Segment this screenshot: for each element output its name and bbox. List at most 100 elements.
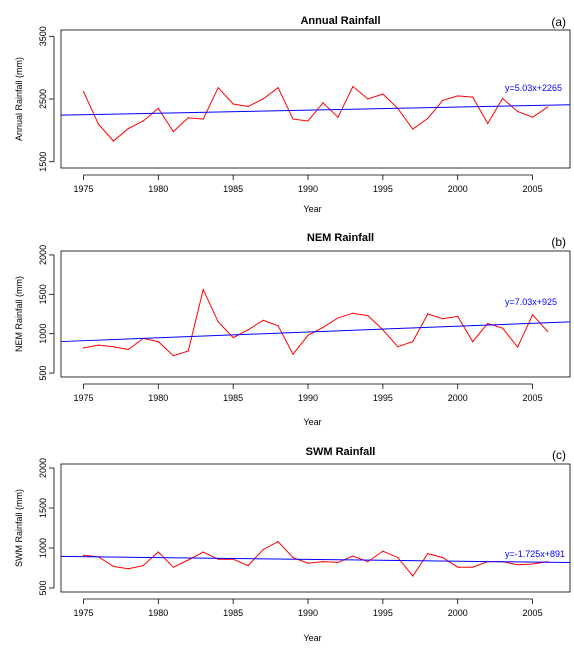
data-point bbox=[157, 340, 159, 343]
data-point bbox=[142, 565, 144, 567]
data-point bbox=[307, 120, 309, 122]
data-point bbox=[232, 103, 234, 105]
x-tick-label: 2005 bbox=[523, 608, 543, 618]
data-point bbox=[322, 102, 324, 104]
panel-letter: (b) bbox=[551, 235, 566, 249]
data-point bbox=[307, 334, 309, 336]
data-point bbox=[457, 315, 459, 317]
x-tick-label: 1985 bbox=[223, 608, 243, 618]
x-tick-label: 1995 bbox=[373, 184, 393, 194]
data-point bbox=[352, 312, 354, 314]
data-point bbox=[531, 314, 534, 316]
data-point bbox=[247, 105, 249, 108]
data-point bbox=[292, 557, 294, 559]
data-point bbox=[442, 99, 444, 101]
trend-line bbox=[60, 321, 571, 343]
x-axis-label: Year bbox=[303, 417, 321, 427]
data-point bbox=[97, 344, 100, 346]
y-tick-label: 1500 bbox=[38, 498, 48, 518]
data-point bbox=[187, 559, 189, 561]
y-tick-label: 2000 bbox=[38, 458, 48, 478]
y-tick-label: 1000 bbox=[38, 324, 48, 344]
data-point bbox=[367, 561, 369, 563]
panel-letter: (a) bbox=[551, 15, 566, 29]
trend-line bbox=[60, 555, 571, 564]
data-point bbox=[352, 85, 354, 88]
data-point bbox=[127, 568, 129, 570]
data-point bbox=[202, 288, 204, 291]
data-point bbox=[457, 566, 459, 568]
data-point bbox=[322, 561, 324, 563]
data-point bbox=[352, 555, 354, 557]
data-point bbox=[82, 554, 85, 556]
panel-title: NEM Rainfall bbox=[307, 232, 374, 244]
data-point bbox=[277, 541, 279, 543]
panel-2: 1975 1980 1985 1990 1995 2000 2005 500 1000 1500 2… bbox=[14, 446, 571, 643]
y-axis-label: NEM Rainfall (mm) bbox=[14, 276, 24, 352]
data-point bbox=[187, 117, 189, 119]
x-axis-label: Year bbox=[303, 204, 321, 214]
panel-0: 1975 1980 1985 1990 1995 2000 2005 1500 2500 3500… bbox=[14, 15, 571, 214]
data-point bbox=[546, 106, 549, 108]
data-point bbox=[247, 329, 249, 331]
x-tick-label: 2000 bbox=[448, 393, 468, 403]
data-point bbox=[397, 557, 399, 559]
data-point bbox=[531, 116, 534, 118]
data-point bbox=[97, 123, 100, 125]
y-tick-label: 1500 bbox=[38, 152, 48, 172]
x-tick-label: 1990 bbox=[298, 608, 318, 618]
x-tick-label: 1975 bbox=[73, 608, 93, 618]
data-point bbox=[517, 346, 519, 348]
data-point bbox=[487, 122, 489, 125]
x-tick-label: 2000 bbox=[448, 184, 468, 194]
trend-equation: y=7.03x+925 bbox=[505, 297, 557, 307]
data-point bbox=[127, 348, 129, 351]
data-point bbox=[277, 87, 279, 89]
data-point bbox=[337, 561, 339, 564]
data-point bbox=[427, 553, 429, 555]
x-tick-label: 1975 bbox=[73, 184, 93, 194]
y-tick-label: 1500 bbox=[38, 284, 48, 304]
y-tick-label: 2500 bbox=[38, 89, 48, 109]
data-point bbox=[217, 558, 219, 560]
x-tick-label: 1980 bbox=[148, 184, 168, 194]
data-point bbox=[397, 346, 399, 348]
rainfall-series-line bbox=[83, 85, 548, 142]
data-point bbox=[367, 314, 369, 317]
data-point bbox=[157, 551, 159, 553]
data-point bbox=[442, 318, 444, 320]
data-point bbox=[412, 340, 414, 343]
data-point bbox=[112, 140, 114, 142]
data-point bbox=[517, 110, 519, 113]
trend-equation: y=5.03x+2265 bbox=[505, 83, 562, 93]
data-point bbox=[262, 98, 264, 100]
data-point bbox=[82, 90, 85, 93]
data-point bbox=[112, 565, 114, 568]
data-point bbox=[337, 116, 339, 118]
data-point bbox=[172, 355, 174, 357]
data-point bbox=[292, 118, 294, 120]
panel-title: Annual Rainfall bbox=[300, 15, 380, 27]
data-point bbox=[442, 557, 444, 559]
x-tick-label: 1980 bbox=[148, 393, 168, 403]
data-point bbox=[172, 566, 174, 568]
plot-frame bbox=[60, 29, 571, 169]
data-point bbox=[502, 327, 504, 329]
data-point bbox=[427, 313, 429, 315]
x-axis-label: Year bbox=[303, 633, 321, 643]
data-point bbox=[172, 131, 174, 133]
data-point bbox=[427, 117, 429, 120]
data-point bbox=[546, 330, 549, 332]
plot-frame bbox=[60, 250, 571, 378]
panel-1: 1975 1980 1985 1990 1995 2000 2005 500 1000 1500 2… bbox=[14, 232, 571, 427]
x-tick-label: 1995 bbox=[373, 608, 393, 618]
data-point bbox=[502, 97, 504, 99]
y-tick-label: 2000 bbox=[38, 245, 48, 265]
data-point bbox=[247, 565, 249, 567]
data-point bbox=[307, 562, 309, 564]
data-point bbox=[127, 127, 129, 130]
x-tick-label: 2000 bbox=[448, 608, 468, 618]
trend-line bbox=[60, 104, 571, 116]
